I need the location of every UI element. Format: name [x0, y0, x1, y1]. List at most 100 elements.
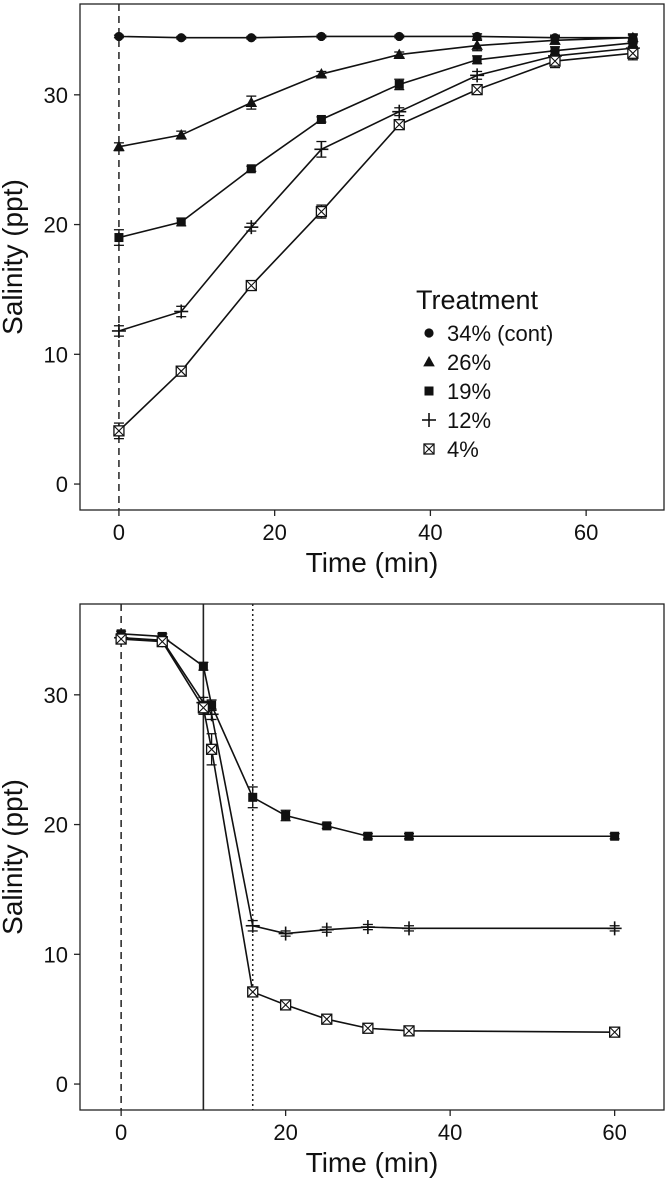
- top-x-tick-label: 20: [262, 520, 286, 545]
- bottom-x-tick-label: 40: [438, 1120, 462, 1145]
- top-point-26: [549, 34, 561, 45]
- top-point-12: [392, 104, 407, 119]
- bottom-point-4: [156, 635, 168, 648]
- bottom-point-4: [279, 999, 292, 1011]
- top-point-4: [315, 205, 328, 218]
- top-point-26: [315, 68, 328, 79]
- bottom-series-line-4: [121, 638, 615, 1033]
- bottom-series-12: [114, 630, 622, 941]
- legend-marker-4: [423, 443, 435, 455]
- legend-title: Treatment: [416, 285, 539, 315]
- top-x-axis-title: Time (min): [306, 547, 439, 578]
- top-point-34cont: [176, 33, 186, 43]
- bottom-point-19: [198, 661, 208, 671]
- bottom-series-line-19: [121, 633, 615, 838]
- top-point-4: [549, 55, 561, 67]
- legend-label-4: 4%: [447, 437, 479, 462]
- top-point-4: [245, 279, 257, 292]
- top-y-tick-label: 10: [44, 342, 68, 367]
- top-point-19: [114, 233, 124, 243]
- top-point-26: [113, 140, 125, 152]
- top-panel: 0 20 40 60 0 10 20 30 Time (min) Salinity (ppt)…: [0, 3, 665, 578]
- top-point-19: [316, 114, 326, 124]
- legend-marker-12: [422, 413, 436, 427]
- top-point-12: [314, 142, 329, 157]
- bottom-point-12: [402, 921, 417, 936]
- top-point-26: [393, 48, 406, 59]
- top-point-26: [471, 39, 483, 50]
- legend-item-12: 12%: [422, 408, 491, 433]
- legend-item-4: 4%: [423, 437, 479, 462]
- legend-marker-19: [424, 386, 434, 396]
- bottom-y-tick-label: 10: [44, 942, 68, 967]
- top-y-tick-label: 20: [44, 213, 68, 238]
- top-point-34cont: [114, 31, 124, 42]
- bottom-y-tick-label: 0: [56, 1072, 68, 1097]
- bottom-y-tick-label: 20: [44, 813, 68, 838]
- bottom-point-12: [278, 926, 293, 941]
- bottom-point-4: [321, 1013, 333, 1025]
- bottom-point-12: [245, 918, 260, 933]
- top-point-12: [244, 220, 259, 235]
- legend-item-19: 19%: [424, 379, 491, 404]
- bottom-y-axis-title: Salinity (ppt): [0, 779, 28, 935]
- bottom-series-19: [116, 629, 620, 841]
- top-point-19: [394, 79, 404, 89]
- top-point-12: [470, 68, 485, 83]
- bottom-point-4: [403, 1025, 415, 1037]
- bottom-point-19: [281, 810, 291, 820]
- top-point-26: [245, 96, 258, 108]
- bottom-point-4: [205, 743, 218, 755]
- bottom-point-4: [115, 633, 127, 645]
- top-axes: 0 20 40 60 0 10 20 30: [44, 83, 599, 545]
- bottom-point-19: [248, 792, 258, 802]
- bottom-x-tick-label: 60: [602, 1120, 626, 1145]
- top-x-tick-label: 0: [113, 520, 125, 545]
- top-series-12: [111, 41, 640, 338]
- top-point-4: [393, 119, 405, 131]
- bottom-x-axis-title: Time (min): [306, 1147, 439, 1178]
- legend-item-26: 26%: [423, 350, 491, 375]
- top-plot-frame: [79, 3, 665, 511]
- top-point-19: [472, 55, 482, 65]
- legend: Treatment 34% (cont) 26% 19% 12% 4%: [416, 285, 553, 462]
- bottom-x-tick-label: 20: [273, 1120, 297, 1145]
- top-y-tick-label: 30: [44, 83, 68, 108]
- top-series-4: [113, 46, 639, 440]
- legend-label-26: 26%: [447, 350, 491, 375]
- bottom-plot-frame: [79, 603, 665, 1111]
- legend-marker-26: [423, 356, 435, 367]
- top-point-4: [175, 365, 187, 377]
- bottom-series-4: [115, 633, 621, 1038]
- bottom-axes: 0 20 40 60 0 10 20 30: [44, 683, 627, 1145]
- bottom-y-tick-label: 30: [44, 683, 68, 708]
- top-point-12: [174, 304, 189, 319]
- top-point-4: [627, 47, 639, 59]
- legend-label-12: 12%: [447, 408, 491, 433]
- top-point-4: [113, 425, 125, 437]
- top-x-tick-label: 40: [418, 520, 442, 545]
- bottom-point-4: [362, 1022, 374, 1034]
- top-series-line-26: [118, 36, 633, 148]
- top-series-19: [113, 38, 638, 246]
- top-x-tick-label: 60: [574, 520, 598, 545]
- bottom-point-19: [404, 831, 414, 841]
- top-point-19: [246, 164, 256, 174]
- bottom-point-12: [607, 921, 622, 936]
- bottom-point-12: [319, 922, 334, 937]
- bottom-point-19: [610, 831, 620, 841]
- top-series-line-12: [118, 47, 633, 332]
- bottom-point-19: [322, 821, 332, 831]
- bottom-point-4: [247, 986, 259, 998]
- top-series: [111, 31, 640, 440]
- top-series-26: [113, 31, 639, 152]
- top-y-axis-title: Salinity (ppt): [0, 179, 28, 335]
- top-series-line-4: [118, 52, 633, 432]
- top-point-19: [176, 217, 186, 227]
- top-point-26: [175, 129, 188, 140]
- top-point-4: [471, 83, 483, 96]
- top-point-12: [111, 323, 126, 338]
- legend-label-34cont: 34% (cont): [447, 321, 553, 346]
- bottom-point-19: [207, 700, 217, 710]
